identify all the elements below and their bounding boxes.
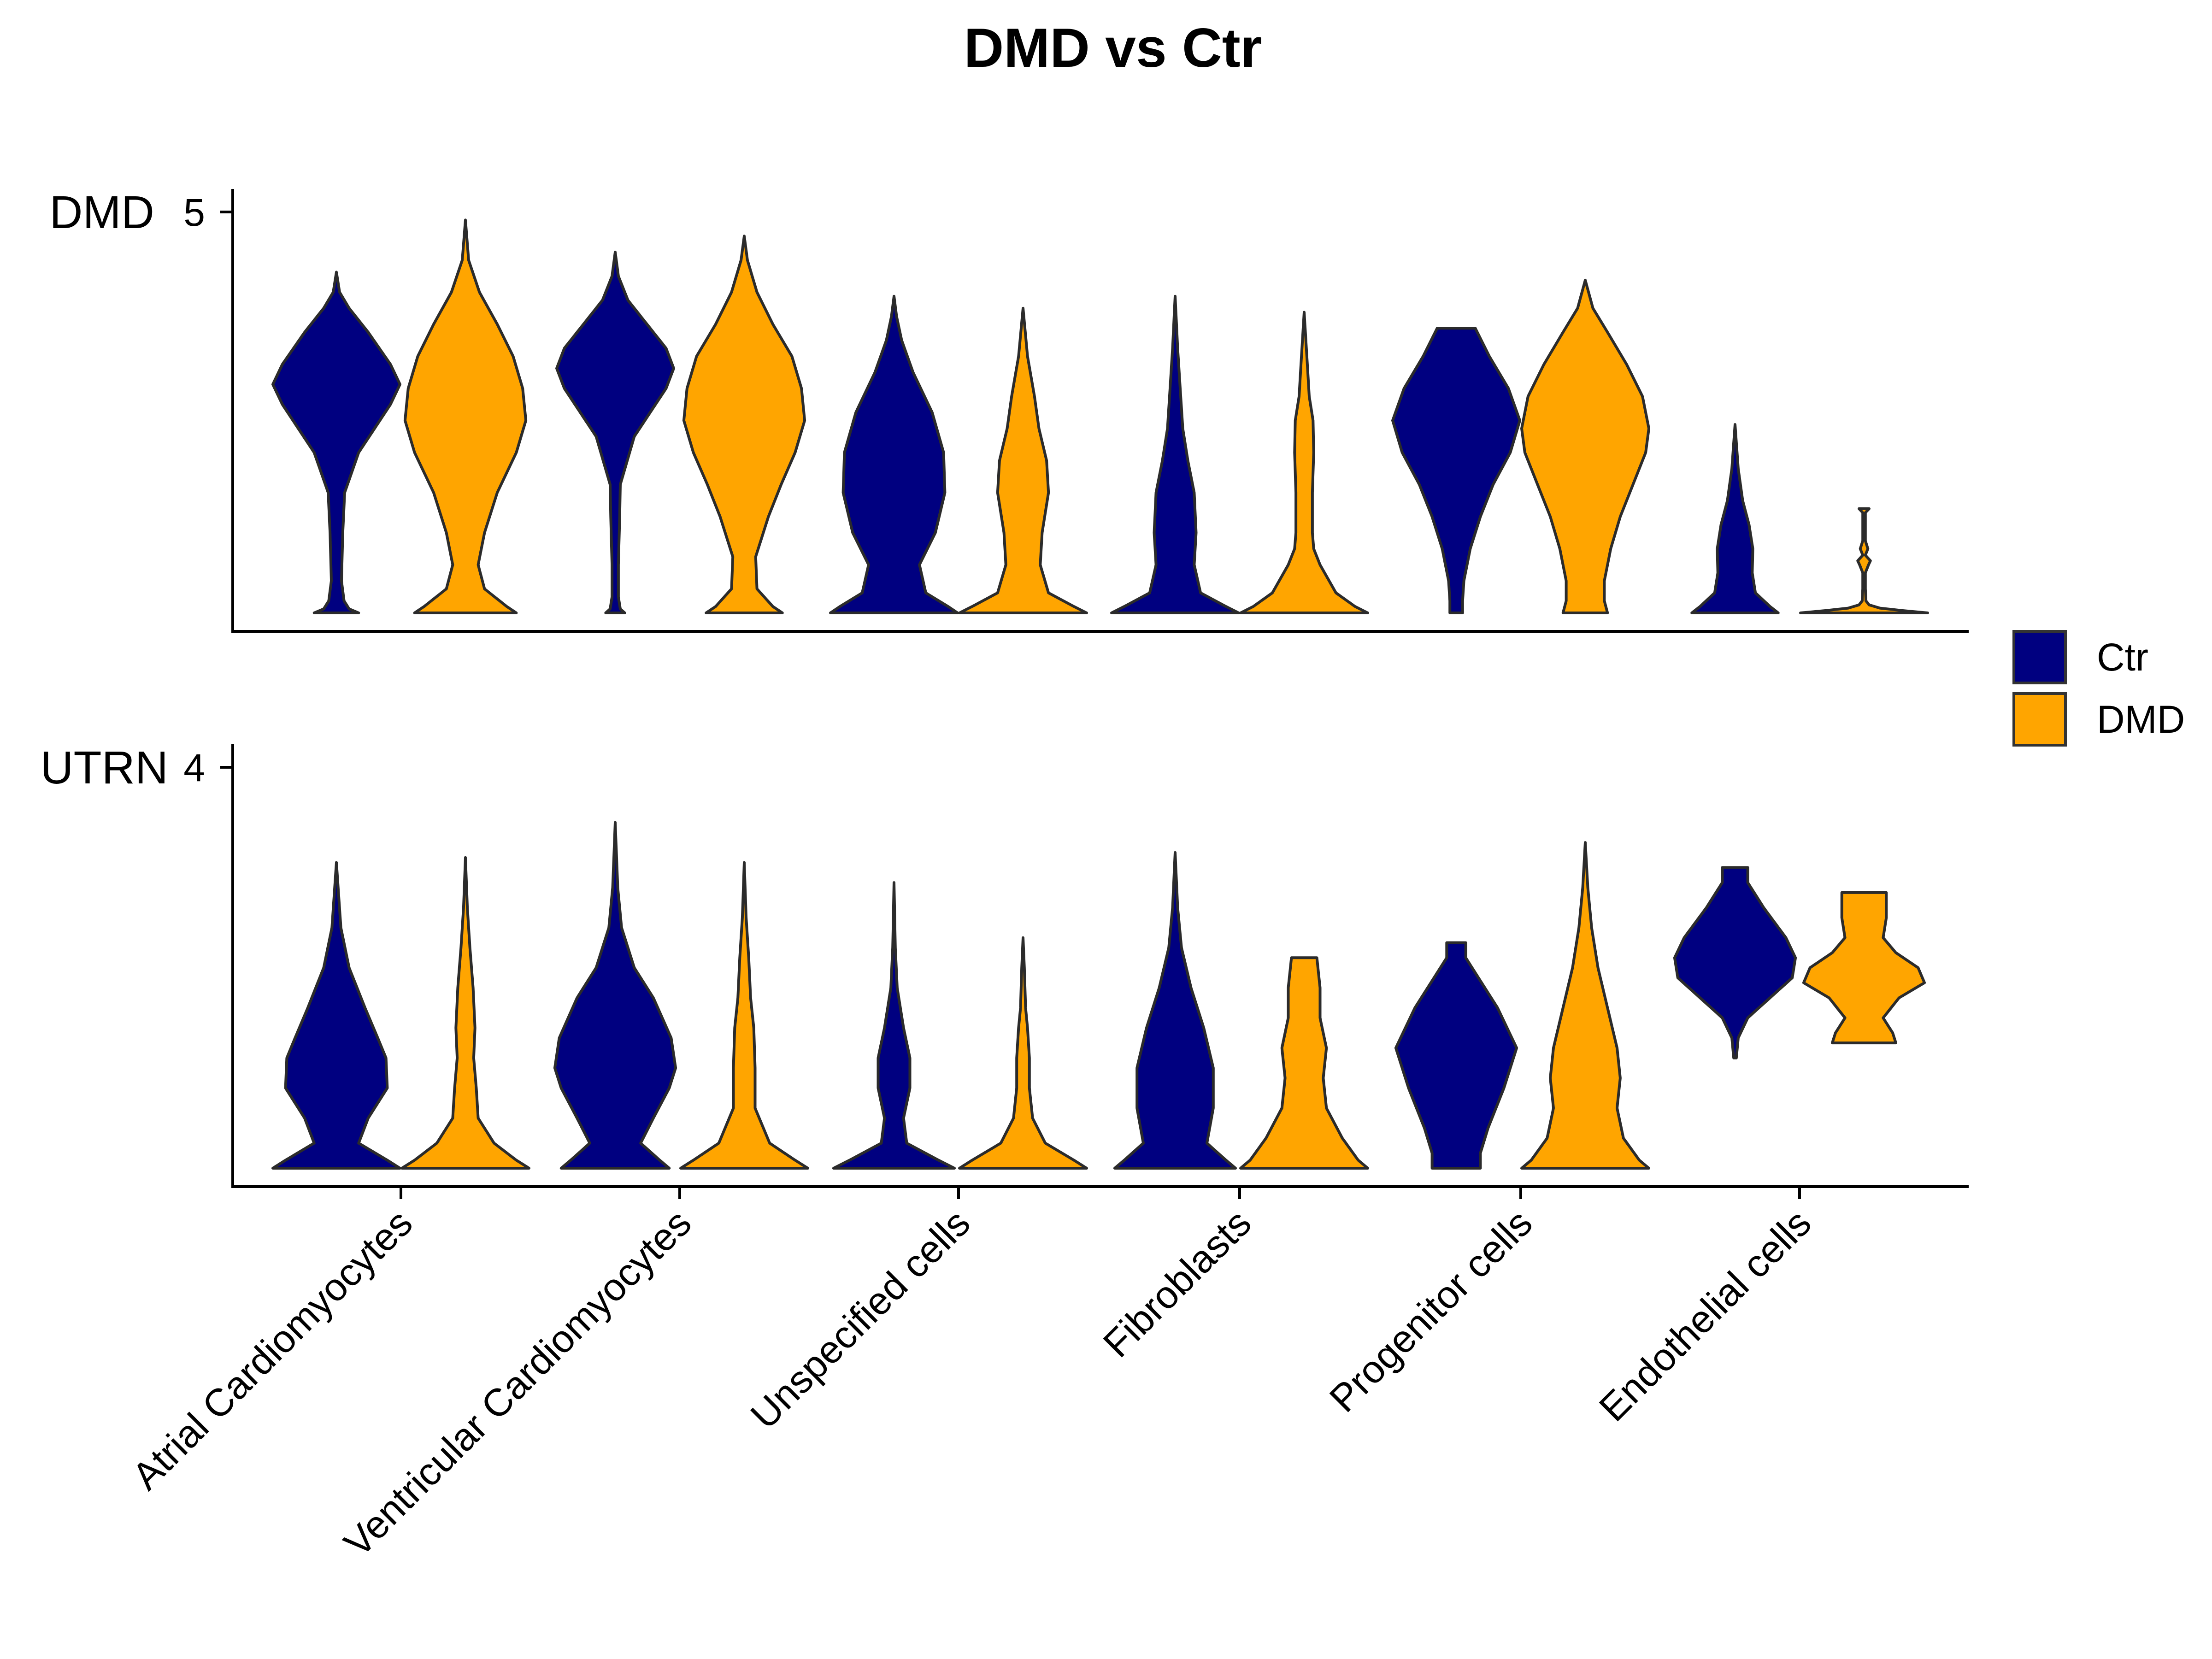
violin-dmd-ctr-unspecified-cells xyxy=(829,294,959,614)
gene-label-dmd: DMD xyxy=(49,187,154,238)
violin-dmd-dmd-atrial-cardiomyocytes xyxy=(403,218,528,614)
y-tick-label-utrn: 4 xyxy=(183,746,205,789)
violin-dmd-ctr-ventricular-cardiomyocytes xyxy=(555,251,675,614)
violin-utrn-dmd-progenitor-cells xyxy=(1520,841,1650,1170)
violin-utrn-dmd-atrial-cardiomyocytes xyxy=(400,856,530,1170)
violin-dmd-dmd-fibroblasts xyxy=(1239,311,1369,614)
violin-dmd-dmd-ventricular-cardiomyocytes xyxy=(682,235,806,614)
violin-dmd-ctr-fibroblasts xyxy=(1110,294,1240,614)
violin-utrn-ctr-endothelial-cells xyxy=(1673,866,1797,1059)
x-tick-label-progenitor-cells: Progenitor cells xyxy=(1321,1201,1541,1420)
panel-utrn: UTRN 4 xyxy=(40,742,1969,1188)
violin-dmd-ctr-progenitor-cells xyxy=(1391,327,1521,614)
x-tick-label-atrial-cardiomyocytes: Atrial Cardiomyocytes xyxy=(124,1201,421,1498)
legend-label-ctr: Ctr xyxy=(2097,635,2148,679)
violin-utrn-dmd-ventricular-cardiomyocytes xyxy=(679,861,809,1170)
violin-utrn-dmd-unspecified-cells xyxy=(958,936,1088,1170)
violin-utrn-dmd-endothelial-cells xyxy=(1802,891,1926,1045)
violin-utrn-ctr-unspecified-cells xyxy=(832,881,956,1170)
violins-utrn xyxy=(271,821,1926,1170)
violin-dmd-dmd-unspecified-cells xyxy=(958,306,1088,614)
violin-utrn-dmd-fibroblasts xyxy=(1239,956,1369,1170)
violins-dmd xyxy=(271,218,1929,614)
legend-swatch-dmd xyxy=(2012,692,2067,747)
x-tick-label-endothelial-cells: Endothelial cells xyxy=(1591,1201,1819,1430)
violin-utrn-ctr-fibroblasts xyxy=(1113,851,1237,1170)
violin-utrn-ctr-progenitor-cells xyxy=(1394,941,1518,1170)
panel-dmd: DMD 5 xyxy=(49,187,1969,633)
y-tick-label-dmd: 5 xyxy=(183,191,205,234)
violin-utrn-ctr-atrial-cardiomyocytes xyxy=(271,861,401,1170)
violin-dmd-ctr-atrial-cardiomyocytes xyxy=(271,271,401,614)
x-tick-label-fibroblasts: Fibroblasts xyxy=(1095,1201,1259,1365)
violin-dmd-dmd-progenitor-cells xyxy=(1520,278,1650,614)
gene-label-utrn: UTRN xyxy=(40,742,168,794)
legend-label-dmd: DMD xyxy=(2097,698,2185,741)
violin-utrn-ctr-ventricular-cardiomyocytes xyxy=(553,821,677,1170)
x-tick-label-unspecified-cells: Unspecified cells xyxy=(742,1201,978,1437)
violin-dmd-dmd-endothelial-cells xyxy=(1799,507,1929,614)
chart-title: DMD vs Ctr xyxy=(964,17,1262,79)
legend: Ctr DMD xyxy=(2012,630,2185,747)
legend-swatch-ctr xyxy=(2012,630,2067,684)
violin-dmd-ctr-endothelial-cells xyxy=(1690,423,1780,614)
